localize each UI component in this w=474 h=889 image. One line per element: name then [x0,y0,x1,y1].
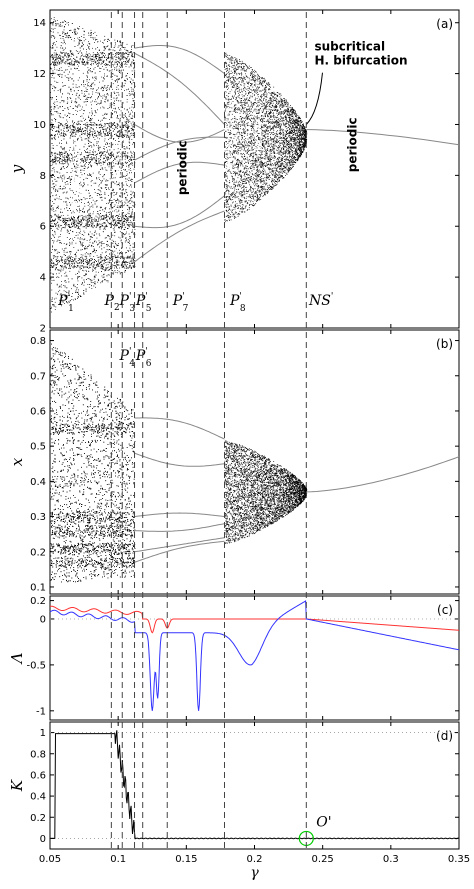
panel-a-bifurcation-y: 2 4 6 8 10 12 14 y (a) hyperchaos chaos periodic qua… [8,9,460,335]
region-label: quasiperiodic [222,89,236,169]
y-tick-label: -1 [36,706,46,717]
y-tick-label: 0.5 [30,442,46,453]
y-tick-label: 0.8 [30,336,46,347]
panel-tag: (c) [437,603,453,617]
y-tick-label: 8 [40,171,46,182]
region-label: hyperchaos [69,136,83,206]
y-tick-label: 6 [40,222,46,233]
annotation-line1: subcritical [314,40,385,54]
y-tick-label: 0 [40,614,46,625]
periodic-branches [134,417,460,563]
branch-curve [134,136,225,161]
branch-curve [134,452,225,467]
y-tick-label: 0.1 [30,582,46,593]
region-label: periodic [346,117,360,172]
branch-curve [134,45,225,75]
branch-curve [134,195,225,229]
periodic-tail [306,129,460,146]
y-tick-label: 0.3 [30,512,46,523]
branch-curve [134,540,225,563]
transition-point-label: P' 3 [119,292,136,314]
branch-curve [134,417,225,440]
x-tick-label: 0.15 [175,854,197,865]
y-tick-label: 0.4 [30,792,46,803]
transition-point-label: P' 1 [57,292,74,314]
branch-curve [134,161,225,184]
k-curve [50,730,460,840]
y-tick-label: 14 [33,18,46,29]
periodic-tail [306,456,460,493]
branch-curve [134,52,225,125]
panel-tag: (a) [436,17,453,31]
transition-point-label: P' 6 [135,347,152,369]
branch-curve [134,512,225,518]
panel-tag: (d) [436,729,453,743]
region-label: periodic [250,103,264,151]
periodic-branches [134,45,460,263]
x-tick-label: 0.1 [110,854,126,865]
lyapunov-second-curve [49,600,460,711]
panel-d-k-indicator: 1 0.8 0.6 0.4 0.2 0 K (d) O' 0.05 0.1 0.15 0.2 0.25 0.… [8,721,470,881]
y-axis-label: x [8,457,26,466]
y-tick-label: 0.2 [30,596,46,607]
x-tick-label: 0.25 [312,854,334,865]
orbit-points [50,17,308,313]
x-tick-label: 0.3 [383,854,399,865]
x-axis-label: γ [250,865,259,881]
transition-point-label: P' 5 [135,292,152,314]
region-label: periodic [175,140,189,195]
transition-point-label: NS' [308,292,333,309]
panel-tag: (b) [436,337,453,351]
panel-b-bifurcation-x: 0.1 0.2 0.3 0.4 0.5 0.6 0.7 0.8 x (b) P' 4 P' 6 [8,329,460,595]
y-tick-label: 0 [40,834,46,845]
transition-point-label: P' 7 [172,292,189,314]
y-tick-label: 0.2 [30,547,46,558]
x-tick-label: 0.2 [247,854,263,865]
y-tick-label: -0.5 [26,660,46,671]
y-axis-label: K [8,779,26,792]
region-label: chaos [111,143,125,178]
y-tick-label: 0.6 [30,406,46,417]
transition-point-label: P' 8 [229,292,246,314]
x-tick-label: 0.35 [448,854,470,865]
y-tick-label: 1 [40,728,46,739]
branch-curve [134,523,225,532]
lyapunov-max-curve [49,605,460,634]
branch-curve [134,210,225,263]
y-tick-label: 0.6 [30,770,46,781]
y-tick-label: 0.8 [30,749,46,760]
y-axis-label: y [8,164,26,174]
annotation-line2: H. bifurcation [314,54,407,68]
orbit-points [50,343,308,583]
branch-curve [134,537,225,553]
panel-c-lyapunov: 0.2 0 -0.5 -1 Λ (c) [8,595,460,721]
branch-curve [134,124,225,143]
y-tick-label: 12 [33,69,46,80]
y-tick-label: 0.2 [30,813,46,824]
annotation-arrow [305,72,323,125]
y-tick-label: 0.7 [30,371,46,382]
marker-label: O' [316,814,331,830]
transition-point-label: P' 4 [119,347,136,369]
y-tick-label: 2 [40,324,46,335]
x-tick-label: 0.05 [39,854,61,865]
y-tick-label: 0.4 [30,477,46,488]
y-tick-label: 10 [33,120,46,131]
y-tick-label: 4 [40,273,46,284]
transition-point-label: P2 [104,293,120,313]
y-axis-label: Λ [8,652,26,665]
